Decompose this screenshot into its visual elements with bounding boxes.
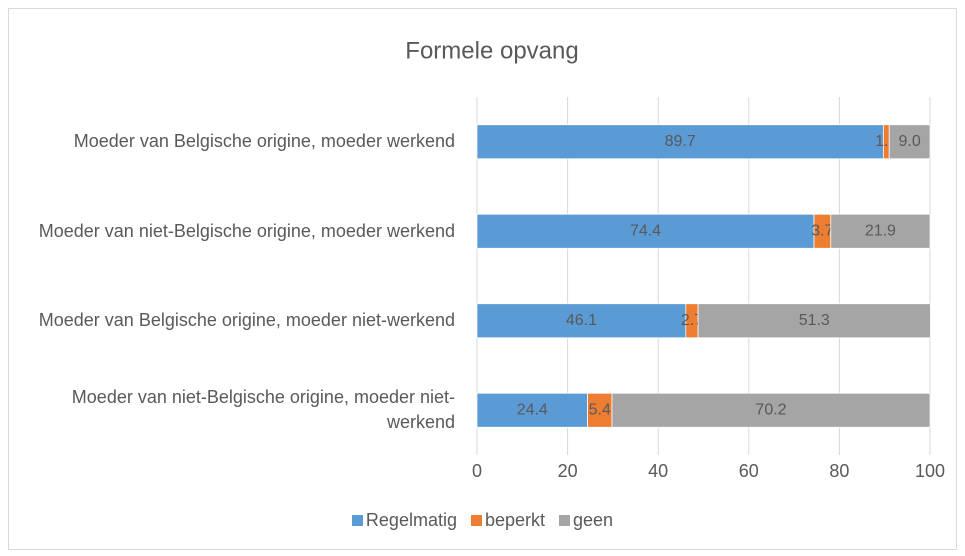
legend: Regelmatig beperkt geen	[0, 510, 965, 531]
legend-item: beperkt	[470, 510, 546, 531]
legend-label: geen	[573, 510, 614, 530]
data-label: 2.7	[681, 312, 703, 329]
x-tick-label: 40	[648, 461, 668, 481]
bar-segment	[611, 392, 931, 428]
legend-item: Regelmatig	[351, 510, 457, 531]
bar-segment	[830, 213, 931, 249]
legend-swatch	[559, 515, 571, 526]
chart-border	[8, 8, 957, 550]
x-tick-label: 80	[829, 461, 849, 481]
legend-item: geen	[559, 510, 613, 531]
legend-swatch	[470, 515, 482, 526]
data-label: 74.4	[630, 222, 661, 239]
data-label: 9.0	[898, 133, 920, 150]
legend-swatch	[351, 515, 363, 526]
bar-segment	[476, 124, 884, 160]
x-tick-label: 100	[915, 461, 945, 481]
bar-segment	[476, 303, 687, 339]
bar-segment	[476, 392, 588, 428]
bar-segment	[476, 213, 815, 249]
data-label: 21.9	[865, 222, 896, 239]
data-label: 70.2	[755, 401, 786, 418]
data-label: 51.3	[799, 312, 830, 329]
y-tick-label: Moeder van niet-Belgische origine, moede…	[71, 387, 455, 433]
y-tick-label: Moeder van Belgische origine, moeder nie…	[38, 310, 455, 331]
bar-segment	[587, 392, 613, 428]
x-tick-label: 20	[558, 461, 578, 481]
y-tick-label: Moeder van Belgische origine, moeder wer…	[73, 131, 455, 152]
data-label: 3.7	[811, 222, 833, 239]
y-tick-label: Moeder van niet-Belgische origine, moede…	[38, 220, 455, 241]
bar-segment	[888, 124, 931, 160]
x-tick-label: 0	[472, 461, 482, 481]
legend-label: beperkt	[484, 510, 546, 530]
data-label: 46.1	[566, 312, 597, 329]
data-label: 24.4	[517, 401, 548, 418]
chart-title: Formele opvang	[405, 37, 578, 64]
bar-segment	[697, 303, 931, 339]
x-tick-label: 60	[739, 461, 759, 481]
data-label: 5.4	[589, 401, 611, 418]
legend-label: Regelmatig	[365, 510, 457, 530]
data-label: 89.7	[665, 133, 696, 150]
